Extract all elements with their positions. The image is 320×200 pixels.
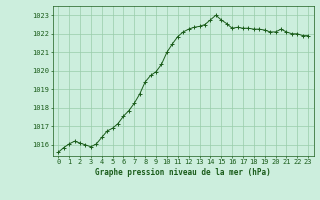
X-axis label: Graphe pression niveau de la mer (hPa): Graphe pression niveau de la mer (hPa): [95, 168, 271, 177]
